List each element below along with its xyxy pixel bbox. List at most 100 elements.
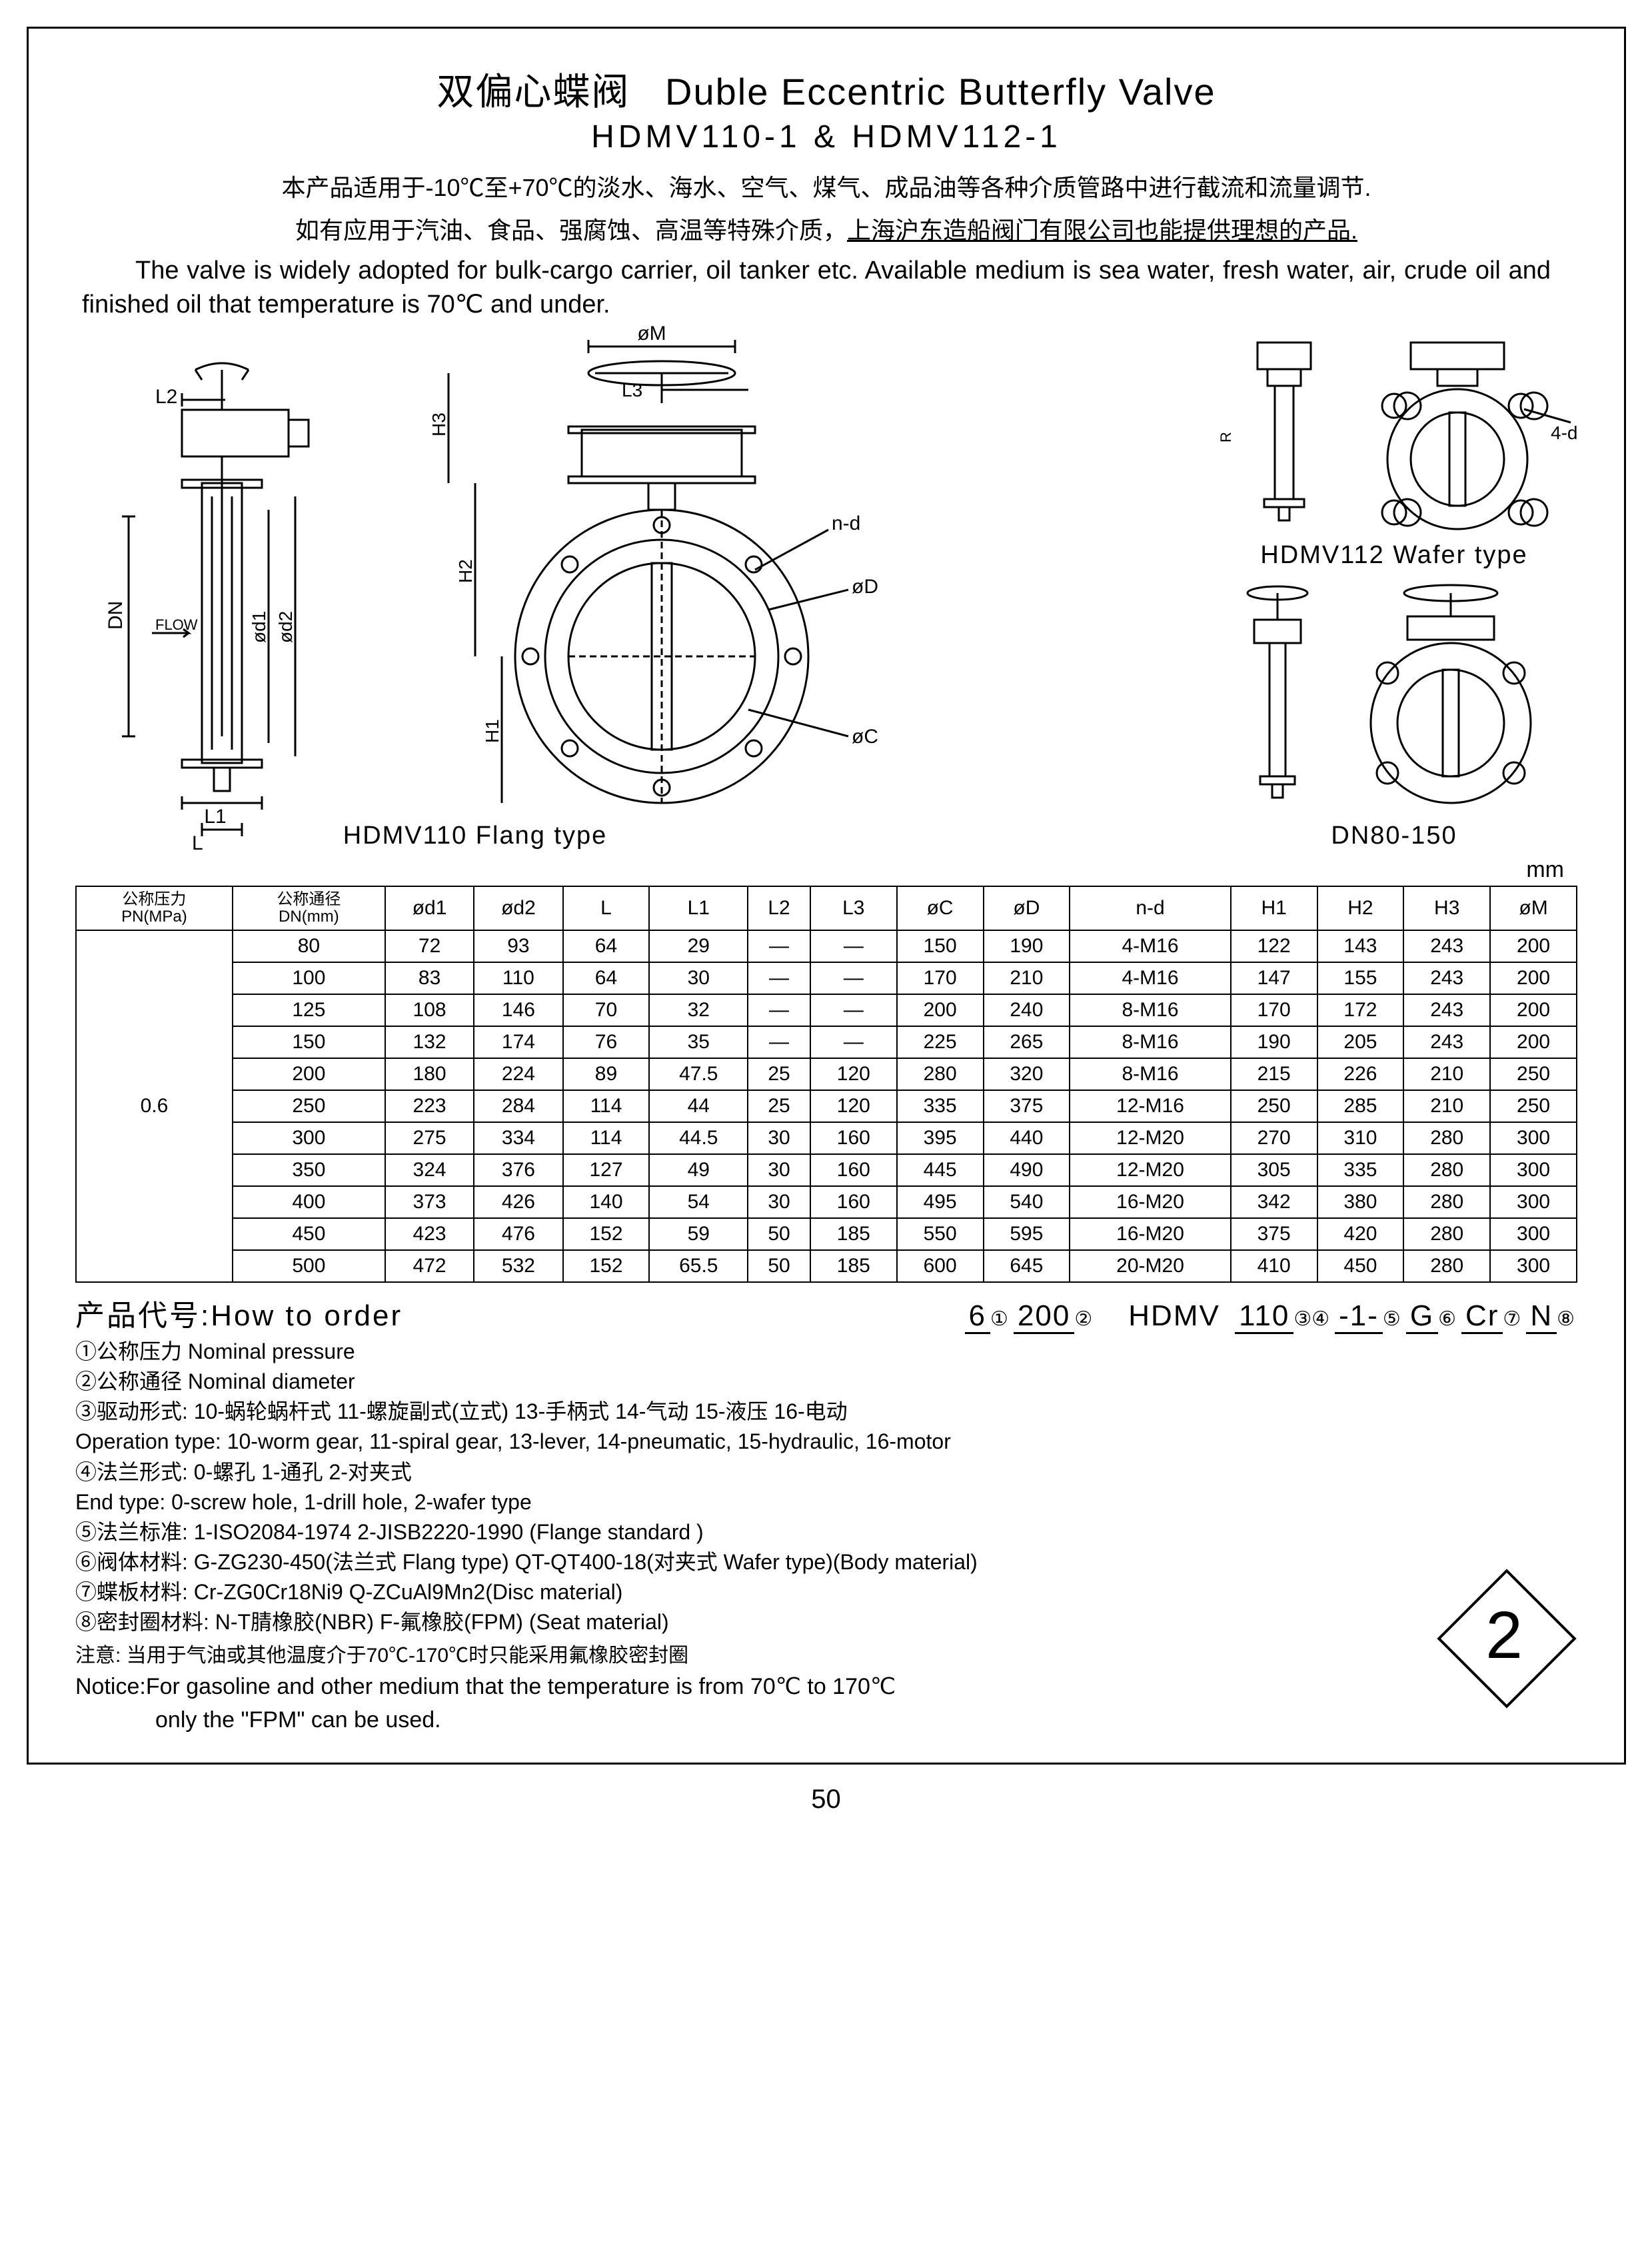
cell: 334 <box>474 1122 562 1154</box>
desc-cn-2-underline: 上海沪东造船阀门有限公司也能提供理想的产品. <box>847 217 1357 244</box>
table-row: 1251081467032——2002408-M16170172243200 <box>76 994 1577 1026</box>
cell: 495 <box>897 1186 984 1218</box>
cell: 300 <box>233 1122 385 1154</box>
cell: 400 <box>233 1186 385 1218</box>
cell: 240 <box>984 994 1070 1026</box>
cell: 64 <box>563 930 650 962</box>
svg-text:R: R <box>1218 432 1234 442</box>
order-block: 产品代号:How to order 6① 200② HDMV 110③④ -1-… <box>75 1296 1577 1736</box>
cell: 200 <box>1490 930 1577 962</box>
cell: 410 <box>1231 1250 1317 1282</box>
svg-text:H2: H2 <box>455 559 476 583</box>
th-nd: n-d <box>1070 886 1230 931</box>
table-row: 250223284114442512033537512-M16250285210… <box>76 1090 1577 1122</box>
cell: 108 <box>385 994 474 1026</box>
cell: 445 <box>897 1154 984 1186</box>
cell: 225 <box>897 1026 984 1058</box>
cell: 476 <box>474 1218 562 1250</box>
cell: 600 <box>897 1250 984 1282</box>
cell: 49 <box>649 1154 748 1186</box>
svg-text:L: L <box>192 832 203 854</box>
cell: 305 <box>1231 1154 1317 1186</box>
cell: 310 <box>1317 1122 1404 1154</box>
cell: 285 <box>1317 1090 1404 1122</box>
cell: 280 <box>897 1058 984 1090</box>
cell: 205 <box>1317 1026 1404 1058</box>
cell: 170 <box>1231 994 1317 1026</box>
svg-text:L1: L1 <box>204 806 226 828</box>
cell: 215 <box>1231 1058 1317 1090</box>
cell: 147 <box>1231 962 1317 994</box>
cell: 250 <box>233 1090 385 1122</box>
cell: 114 <box>563 1090 650 1122</box>
cell: 4-M16 <box>1070 930 1230 962</box>
cell: 64 <box>563 962 650 994</box>
cell: 440 <box>984 1122 1070 1154</box>
order-l1: ①公称压力 Nominal pressure <box>75 1337 1577 1366</box>
title-main: 双偏心蝶阀 Duble Eccentric Butterfly Valve <box>75 62 1577 116</box>
cell: 4-M16 <box>1070 962 1230 994</box>
cell: 300 <box>1490 1186 1577 1218</box>
svg-text:FLOW: FLOW <box>155 616 198 633</box>
notice-en-1: Notice:For gasoline and other medium tha… <box>75 1672 1577 1703</box>
cell: 645 <box>984 1250 1070 1282</box>
order-l4: ④法兰形式: 0-螺孔 1-通孔 2-对夹式 <box>75 1458 1577 1487</box>
cell-pn: 0.6 <box>76 930 233 1282</box>
cell: 35 <box>649 1026 748 1058</box>
order-l6: ⑥阀体材料: G-ZG230-450(法兰式 Flang type) QT-QT… <box>75 1548 1577 1577</box>
cell: 12-M16 <box>1070 1090 1230 1122</box>
cell: 243 <box>1403 1026 1490 1058</box>
cell: 8-M16 <box>1070 1026 1230 1058</box>
cell: 250 <box>1231 1090 1317 1122</box>
desc-cn-2a: 如有应用于汽油、食品、强腐蚀、高温等特殊介质， <box>295 217 847 244</box>
cell: 172 <box>1317 994 1404 1026</box>
cell: 32 <box>649 994 748 1026</box>
order-l4e: End type: 0-screw hole, 1-drill hole, 2-… <box>75 1488 1577 1517</box>
cell: 93 <box>474 930 562 962</box>
cell: 44 <box>649 1090 748 1122</box>
svg-text:H3: H3 <box>428 412 449 436</box>
cell: 200 <box>1490 1026 1577 1058</box>
cell: 342 <box>1231 1186 1317 1218</box>
cell: 200 <box>1490 962 1577 994</box>
order-l3: ③驱动形式: 10-蜗轮蜗杆式 11-螺旋副式(立式) 13-手柄式 14-气动… <box>75 1397 1577 1426</box>
cell: 250 <box>1490 1058 1577 1090</box>
cell: 132 <box>385 1026 474 1058</box>
hdmv110-svg: L1 L L2 DN <box>75 337 875 816</box>
hdmv110-label: HDMV110 Flang type <box>343 822 607 850</box>
cell: — <box>748 1026 810 1058</box>
cell: 50 <box>748 1250 810 1282</box>
cell: 275 <box>385 1122 474 1154</box>
page-number: 50 <box>27 1785 1625 1815</box>
cell: 243 <box>1403 962 1490 994</box>
th-d2: ød2 <box>474 886 562 931</box>
cell: 595 <box>984 1218 1070 1250</box>
th-H1: H1 <box>1231 886 1317 931</box>
cell: 120 <box>810 1090 897 1122</box>
cell: 490 <box>984 1154 1070 1186</box>
cell: 200 <box>233 1058 385 1090</box>
cell: 280 <box>1403 1154 1490 1186</box>
cell: 450 <box>1317 1250 1404 1282</box>
cell: 423 <box>385 1218 474 1250</box>
cell: 300 <box>1490 1122 1577 1154</box>
cell: 72 <box>385 930 474 962</box>
cell: 160 <box>810 1154 897 1186</box>
cell: 335 <box>897 1090 984 1122</box>
cell: 243 <box>1403 930 1490 962</box>
cell: 335 <box>1317 1154 1404 1186</box>
notice-en-2: only the "FPM" can be used. <box>75 1705 1577 1736</box>
page-frame: 双偏心蝶阀 Duble Eccentric Butterfly Valve HD… <box>27 27 1626 1765</box>
cell: 80 <box>233 930 385 962</box>
cell: 120 <box>810 1058 897 1090</box>
cell: 320 <box>984 1058 1070 1090</box>
svg-text:DN: DN <box>105 600 127 629</box>
cell: 500 <box>233 1250 385 1282</box>
th-H3: H3 <box>1403 886 1490 931</box>
cell: 380 <box>1317 1186 1404 1218</box>
hdmv112-label: HDMV112 Wafer type <box>1260 541 1527 570</box>
cell: 376 <box>474 1154 562 1186</box>
cell: 8-M16 <box>1070 1058 1230 1090</box>
table-row: 400373426140543016049554016-M20342380280… <box>76 1186 1577 1218</box>
cell: 265 <box>984 1026 1070 1058</box>
